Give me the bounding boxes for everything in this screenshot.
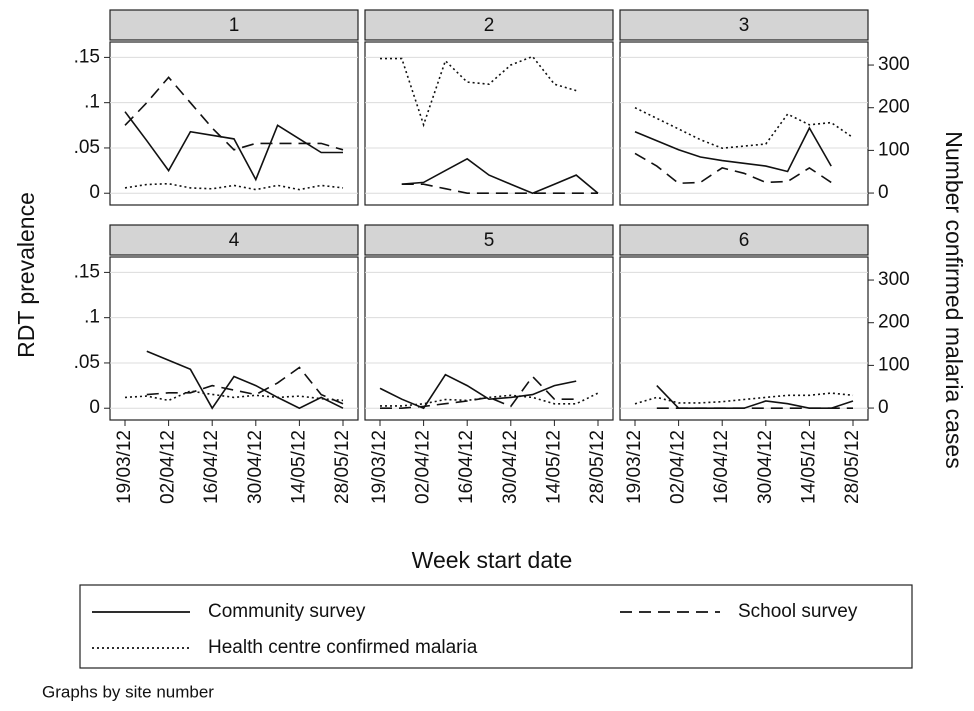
x-tick-label: 14/05/12 <box>543 430 564 504</box>
y-tick-label: .1 <box>84 92 100 113</box>
x-tick-label: 30/04/12 <box>500 430 521 504</box>
x-tick-label: 02/04/12 <box>668 430 689 504</box>
y2-tick-label: 100 <box>878 139 910 160</box>
y-tick-label: 0 <box>89 397 100 418</box>
y-tick-label: .1 <box>84 307 100 328</box>
series-line <box>146 350 344 410</box>
panel-header <box>364 224 614 256</box>
y-tick-label: .15 <box>74 261 100 282</box>
x-tick-label: 19/03/12 <box>624 430 645 504</box>
plot-area <box>109 41 359 206</box>
plot-area <box>364 41 614 206</box>
panel-header <box>109 224 359 256</box>
y2-tick-label: 0 <box>878 182 889 203</box>
y2-axis-title: Number confirmed malaria cases <box>941 131 967 468</box>
y2-tick-label: 100 <box>878 354 910 375</box>
series-line <box>401 157 599 195</box>
panel-title: 6 <box>739 230 750 251</box>
x-tick-label: 16/04/12 <box>456 430 477 504</box>
note: Graphs by site number <box>42 682 214 701</box>
legend-box <box>79 584 913 669</box>
plot-area <box>619 41 869 206</box>
series-line <box>634 152 832 185</box>
x-tick-label: 16/04/12 <box>201 430 222 504</box>
x-axis-title: Week start date <box>412 547 573 573</box>
y2-tick-label: 200 <box>878 312 910 333</box>
y2-tick-label: 0 <box>878 397 889 418</box>
series-line <box>380 375 577 409</box>
panel-title: 4 <box>229 230 240 251</box>
series-line <box>124 390 344 402</box>
panel-title: 1 <box>229 15 240 36</box>
panel-title: 3 <box>739 15 750 36</box>
series-line <box>634 392 854 405</box>
x-tick-label: 19/03/12 <box>369 430 390 504</box>
x-tick-label: 19/03/12 <box>114 430 135 504</box>
legend-label: Community survey <box>208 601 366 622</box>
series-line <box>380 392 599 407</box>
y-tick-label: 0 <box>89 182 100 203</box>
panel-header <box>364 9 614 41</box>
x-tick-label: 02/04/12 <box>158 430 179 504</box>
plot-area <box>619 256 869 421</box>
series-line <box>146 366 344 405</box>
panel-header <box>109 9 359 41</box>
x-tick-label: 28/05/12 <box>587 430 608 504</box>
x-tick-label: 28/05/12 <box>842 430 863 504</box>
y2-tick-label: 200 <box>878 97 910 118</box>
y-tick-label: .05 <box>74 352 100 373</box>
series-line <box>634 126 832 173</box>
panel-title: 5 <box>484 230 495 251</box>
panel-header <box>619 224 869 256</box>
y-tick-label: .15 <box>74 46 100 67</box>
legend-label: Health centre confirmed malaria <box>208 637 478 658</box>
plot-area <box>364 256 614 421</box>
series-line <box>379 373 577 410</box>
series-line <box>124 182 344 191</box>
x-tick-label: 14/05/12 <box>798 430 819 504</box>
series-line <box>380 55 577 128</box>
panel-header <box>619 9 869 41</box>
x-tick-label: 30/04/12 <box>755 430 776 504</box>
series-line <box>401 183 598 194</box>
x-tick-label: 02/04/12 <box>413 430 434 504</box>
x-tick-label: 16/04/12 <box>711 430 732 504</box>
legend-label: School survey <box>738 601 858 622</box>
x-tick-label: 30/04/12 <box>245 430 266 504</box>
y-tick-label: .05 <box>74 137 100 158</box>
y-axis-title: RDT prevalence <box>13 192 39 358</box>
x-tick-label: 14/05/12 <box>288 430 309 504</box>
y2-tick-label: 300 <box>878 54 910 75</box>
series-line <box>124 76 344 151</box>
panel-title: 2 <box>484 15 495 36</box>
x-tick-label: 28/05/12 <box>332 430 353 504</box>
series-line <box>634 106 854 150</box>
y2-tick-label: 300 <box>878 269 910 290</box>
plot-area <box>109 256 359 421</box>
